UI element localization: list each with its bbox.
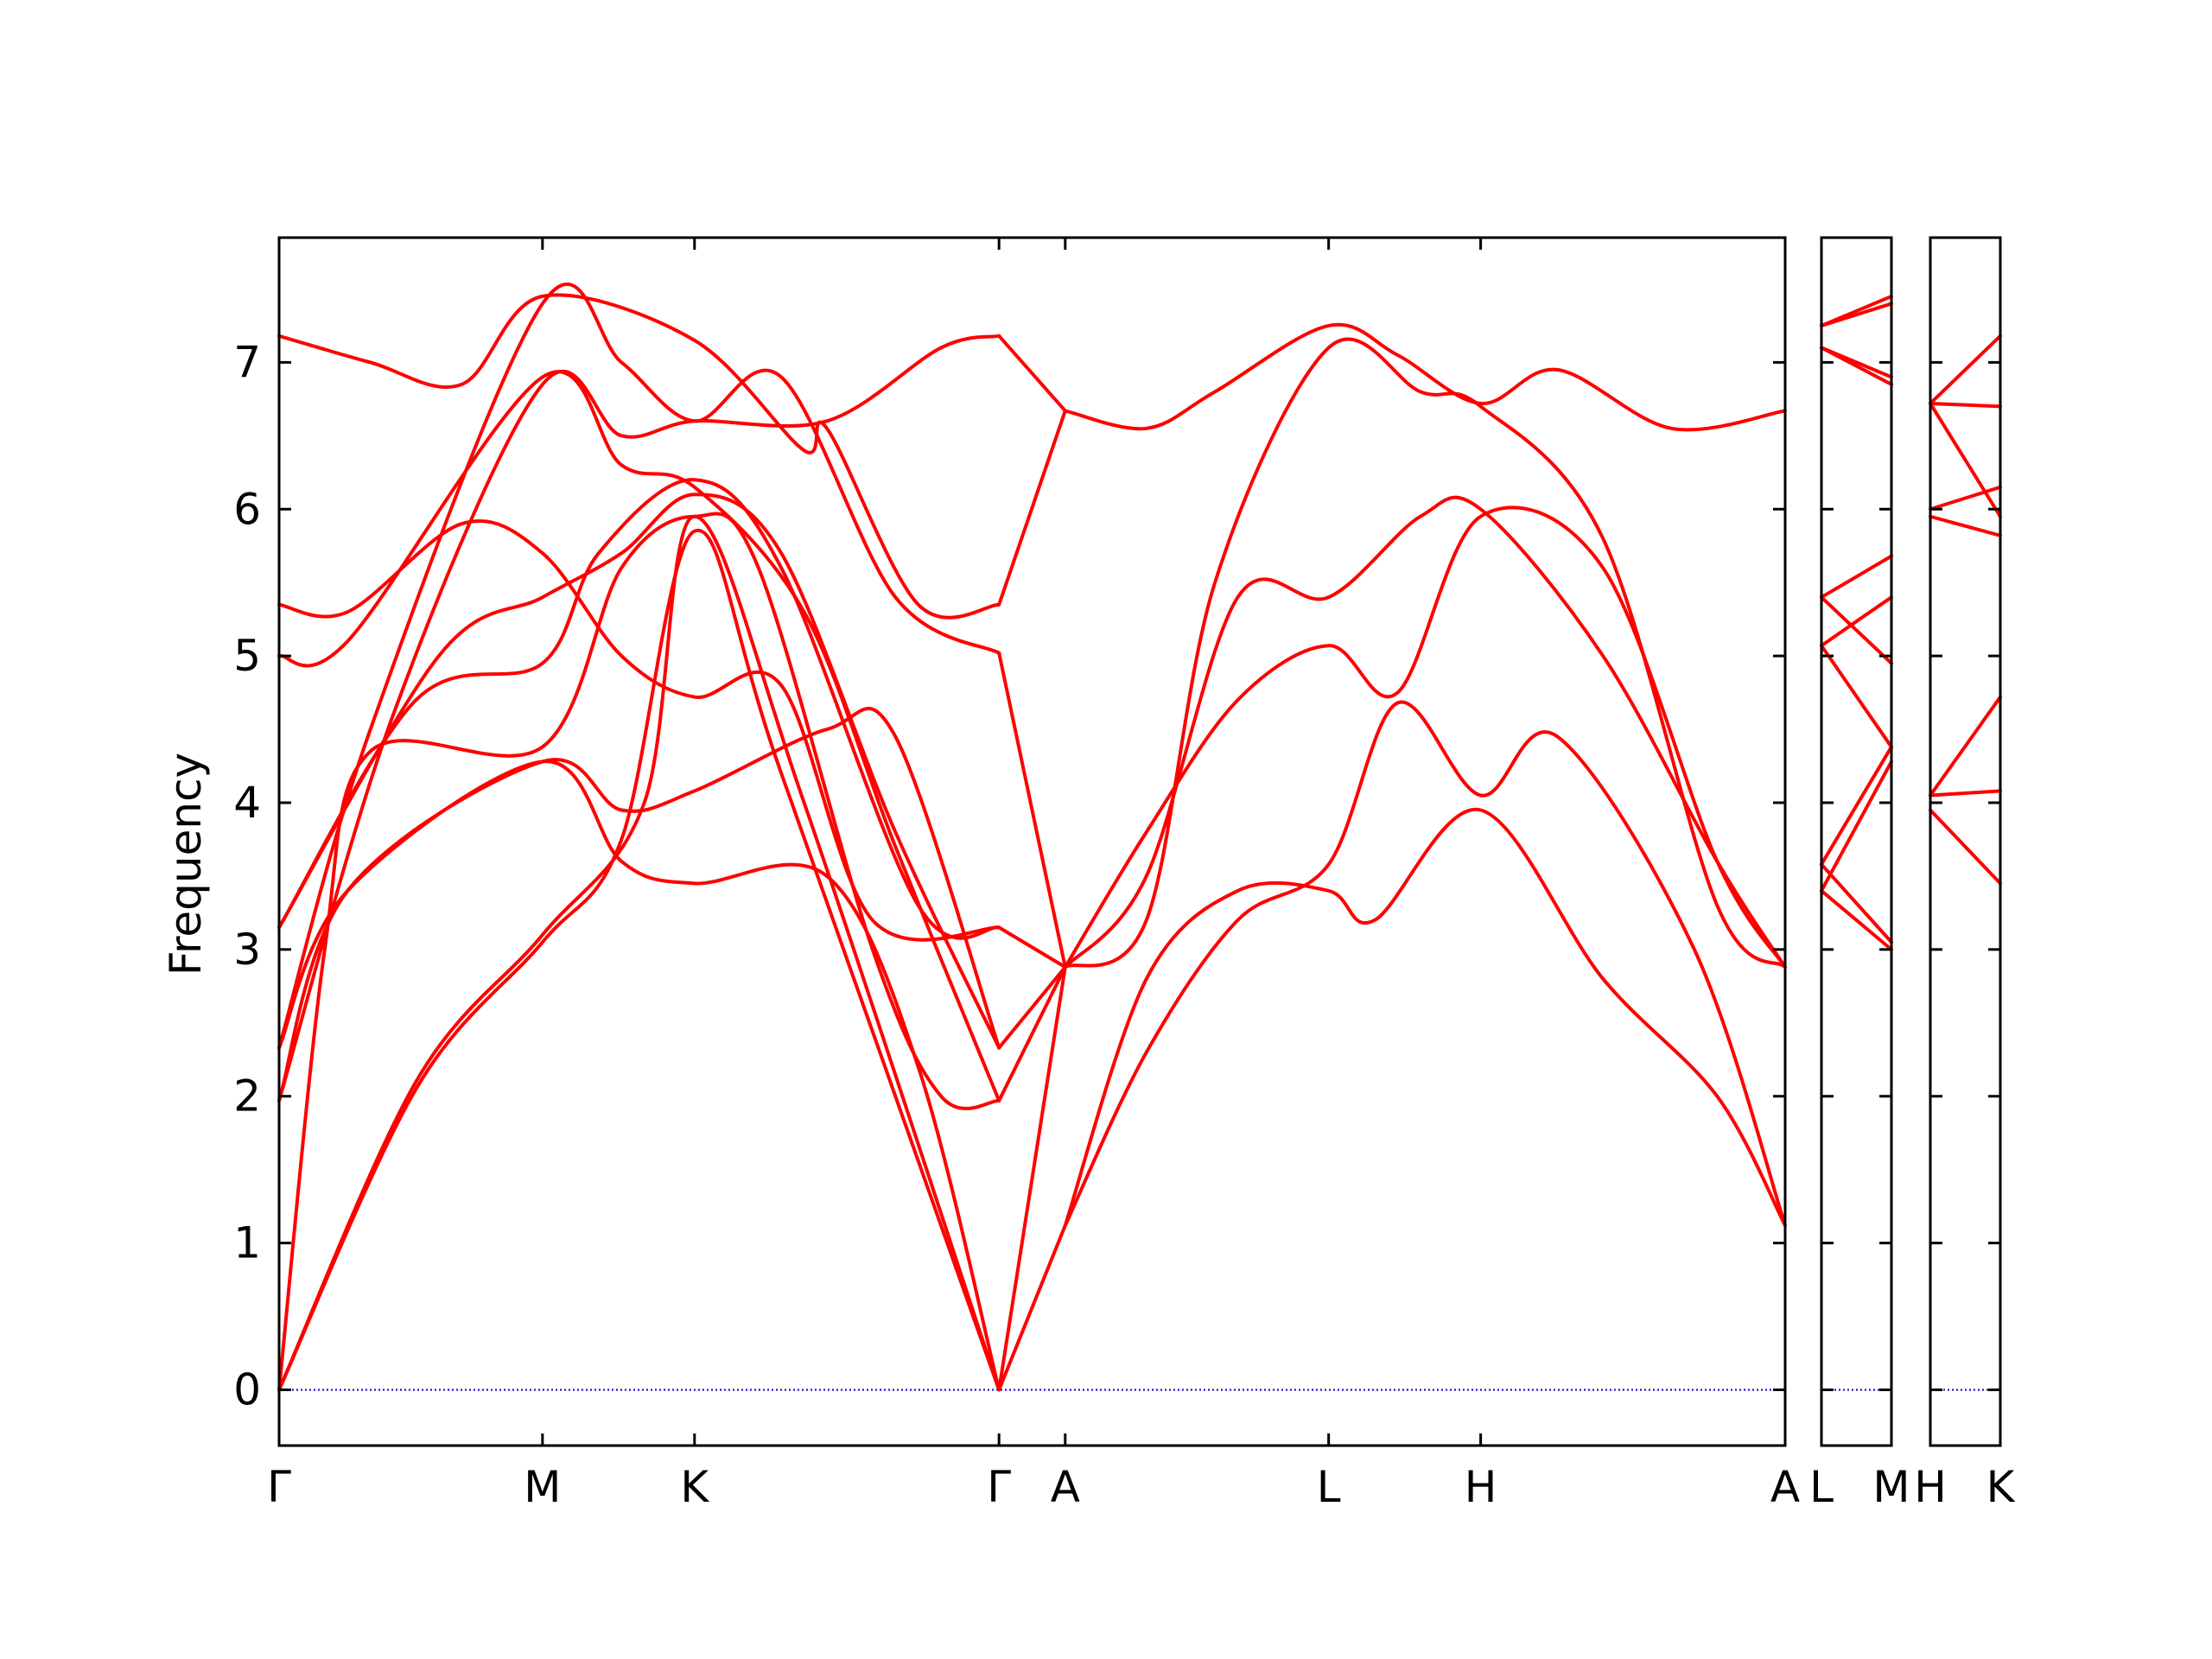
- band-line-12: [277, 334, 1001, 1103]
- band-line-42: [1929, 485, 2002, 512]
- band-line-31: [1820, 554, 1893, 600]
- band-line-5: [277, 760, 1001, 1392]
- panel-frame-1: [277, 236, 1787, 1447]
- band-line-9: [277, 518, 1001, 942]
- band-line-34: [1820, 644, 1893, 749]
- band-line-43: [1929, 514, 2002, 537]
- panel-frame-2: [1820, 236, 1893, 1447]
- ytick-label: 1: [233, 1218, 261, 1268]
- y-tick-labels: 0 1 2 3 4 5 6 7: [233, 337, 261, 1414]
- high-symmetry-label: Γ: [987, 1462, 1011, 1512]
- band-line-3: [277, 512, 1001, 1392]
- ytick-label: 3: [233, 925, 261, 975]
- high-symmetry-label: K: [1986, 1462, 2016, 1512]
- band-line-41: [1929, 401, 2002, 518]
- band-line-21: [1063, 807, 1787, 1228]
- band-line-14: [997, 965, 1067, 1103]
- ytick-label: 7: [233, 337, 261, 387]
- ytick-label: 2: [233, 1071, 261, 1122]
- band-line-33: [1820, 595, 1893, 665]
- band-line-23: [1063, 505, 1787, 969]
- y-axis-label: Frequency: [161, 753, 211, 976]
- band-line-17: [997, 651, 1067, 969]
- high-symmetry-label: K: [680, 1462, 709, 1512]
- band-line-15: [997, 965, 1067, 1050]
- high-symmetry-label: H: [1914, 1462, 1947, 1512]
- band-line-26: [1063, 322, 1787, 432]
- band-line-7: [277, 493, 1001, 1050]
- band-line-25: [1063, 337, 1787, 969]
- band-line-36: [1820, 760, 1893, 893]
- high-symmetry-label: Γ: [267, 1462, 291, 1512]
- band-line-18: [997, 409, 1067, 607]
- band-line-37: [1820, 862, 1893, 944]
- band-line-32: [1820, 595, 1893, 648]
- ytick-label: 6: [233, 484, 261, 534]
- band-line-1: [277, 528, 1001, 1392]
- band-line-19: [997, 334, 1067, 413]
- ytick-label: 0: [233, 1364, 261, 1414]
- band-line-35: [1820, 745, 1893, 867]
- high-symmetry-label: L: [1809, 1462, 1834, 1512]
- ytick-label: 5: [233, 631, 261, 681]
- band-line-11: [277, 283, 1001, 1050]
- high-symmetry-label: A: [1770, 1462, 1800, 1512]
- band-line-6: [277, 478, 1001, 940]
- high-symmetry-label: A: [1051, 1462, 1080, 1512]
- band-line-10: [277, 293, 1001, 620]
- band-line-8: [277, 370, 1001, 1103]
- band-line-2: [277, 514, 1001, 1392]
- band-line-24: [1063, 495, 1787, 969]
- band-line-39: [1929, 334, 2002, 405]
- phonon-bands: [277, 283, 2002, 1392]
- high-symmetry-label: H: [1465, 1462, 1497, 1512]
- panel-frame-3: [1929, 236, 2002, 1447]
- band-line-46: [1929, 808, 2002, 886]
- high-symmetry-label: M: [1872, 1462, 1910, 1512]
- band-line-22: [1063, 700, 1787, 1228]
- axis-ticks: [277, 238, 2000, 1446]
- band-line-44: [1929, 695, 2002, 798]
- band-line-40: [1929, 401, 2002, 409]
- band-line-28: [1820, 302, 1893, 327]
- panel-frames: [277, 236, 2002, 1447]
- band-line-30: [1820, 346, 1893, 386]
- band-line-38: [1820, 888, 1893, 951]
- band-line-20: [997, 965, 1067, 1392]
- band-line-13: [997, 1224, 1067, 1392]
- ytick-label: 4: [233, 778, 261, 828]
- band-line-16: [997, 925, 1067, 969]
- high-symmetry-label: M: [524, 1462, 561, 1512]
- high-symmetry-label: L: [1317, 1462, 1341, 1512]
- band-line-45: [1929, 789, 2002, 798]
